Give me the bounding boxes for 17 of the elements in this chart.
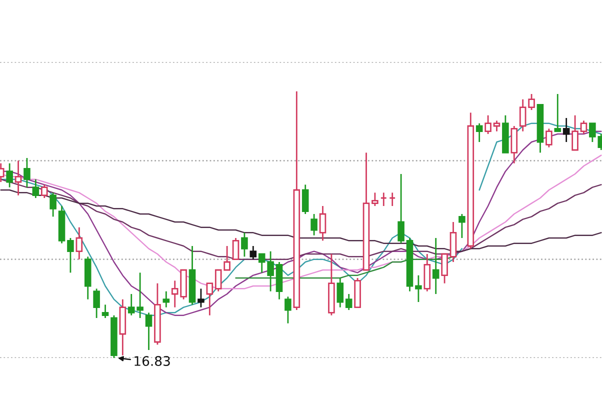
candlestick (119, 298, 126, 356)
candlestick (14, 160, 22, 196)
candlestick (319, 205, 326, 242)
annotation: 16.83 (134, 356, 170, 366)
candlestick (162, 290, 170, 308)
candlestick (380, 192, 388, 207)
candlestick (432, 237, 440, 295)
candlestick (267, 250, 274, 292)
candlestick (6, 162, 13, 188)
candlestick (562, 117, 570, 143)
candlestick (388, 192, 396, 207)
candlestick (415, 274, 422, 303)
candlestick (336, 277, 344, 308)
candlestick (519, 98, 526, 132)
candlestick (450, 221, 457, 263)
candlestick (76, 226, 83, 260)
candlestick (171, 280, 178, 308)
